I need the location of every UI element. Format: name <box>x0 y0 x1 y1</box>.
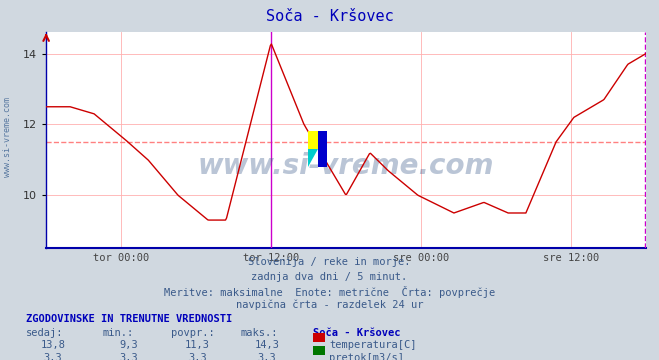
Text: www.si-vreme.com: www.si-vreme.com <box>198 152 494 180</box>
Text: pretok[m3/s]: pretok[m3/s] <box>330 353 405 360</box>
Text: 14,3: 14,3 <box>254 340 279 350</box>
Text: 9,3: 9,3 <box>119 340 138 350</box>
Text: povpr.:: povpr.: <box>171 328 215 338</box>
Text: Soča - Kršovec: Soča - Kršovec <box>313 328 401 338</box>
Text: navpična črta - razdelek 24 ur: navpična črta - razdelek 24 ur <box>236 300 423 310</box>
Text: sedaj:: sedaj: <box>26 328 64 338</box>
Text: 11,3: 11,3 <box>185 340 210 350</box>
Text: maks.:: maks.: <box>241 328 278 338</box>
Text: Soča - Kršovec: Soča - Kršovec <box>266 9 393 24</box>
Text: www.si-vreme.com: www.si-vreme.com <box>3 97 13 177</box>
Text: zadnja dva dni / 5 minut.: zadnja dva dni / 5 minut. <box>251 272 408 282</box>
Text: 13,8: 13,8 <box>40 340 65 350</box>
Text: temperatura[C]: temperatura[C] <box>330 340 417 350</box>
Text: min.:: min.: <box>102 328 133 338</box>
Text: 3,3: 3,3 <box>258 353 276 360</box>
Text: 3,3: 3,3 <box>188 353 207 360</box>
Text: 3,3: 3,3 <box>43 353 62 360</box>
Text: Slovenija / reke in morje.: Slovenija / reke in morje. <box>248 257 411 267</box>
Text: 3,3: 3,3 <box>119 353 138 360</box>
Text: Meritve: maksimalne  Enote: metrične  Črta: povprečje: Meritve: maksimalne Enote: metrične Črta… <box>164 286 495 298</box>
Text: ZGODOVINSKE IN TRENUTNE VREDNOSTI: ZGODOVINSKE IN TRENUTNE VREDNOSTI <box>26 314 233 324</box>
